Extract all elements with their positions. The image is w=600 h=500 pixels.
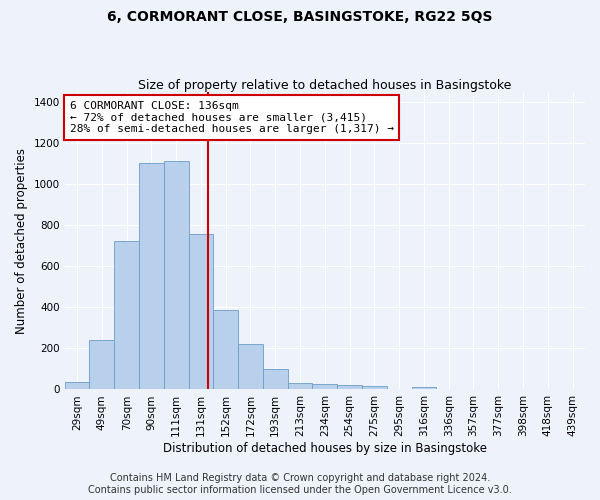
Bar — [412, 388, 436, 390]
Title: Size of property relative to detached houses in Basingstoke: Size of property relative to detached ho… — [138, 79, 512, 92]
Bar — [65, 382, 89, 390]
Bar — [139, 163, 164, 390]
Bar — [164, 160, 188, 390]
Bar — [214, 310, 238, 390]
Bar — [287, 384, 313, 390]
Bar — [238, 344, 263, 390]
Text: 6 CORMORANT CLOSE: 136sqm
← 72% of detached houses are smaller (3,415)
28% of se: 6 CORMORANT CLOSE: 136sqm ← 72% of detac… — [70, 101, 394, 134]
Text: 6, CORMORANT CLOSE, BASINGSTOKE, RG22 5QS: 6, CORMORANT CLOSE, BASINGSTOKE, RG22 5Q… — [107, 10, 493, 24]
X-axis label: Distribution of detached houses by size in Basingstoke: Distribution of detached houses by size … — [163, 442, 487, 455]
Bar — [89, 340, 114, 390]
Bar — [263, 369, 287, 390]
Bar — [188, 234, 214, 390]
Bar — [114, 240, 139, 390]
Y-axis label: Number of detached properties: Number of detached properties — [15, 148, 28, 334]
Bar — [313, 384, 337, 390]
Bar — [337, 386, 362, 390]
Bar — [362, 386, 387, 390]
Text: Contains HM Land Registry data © Crown copyright and database right 2024.
Contai: Contains HM Land Registry data © Crown c… — [88, 474, 512, 495]
